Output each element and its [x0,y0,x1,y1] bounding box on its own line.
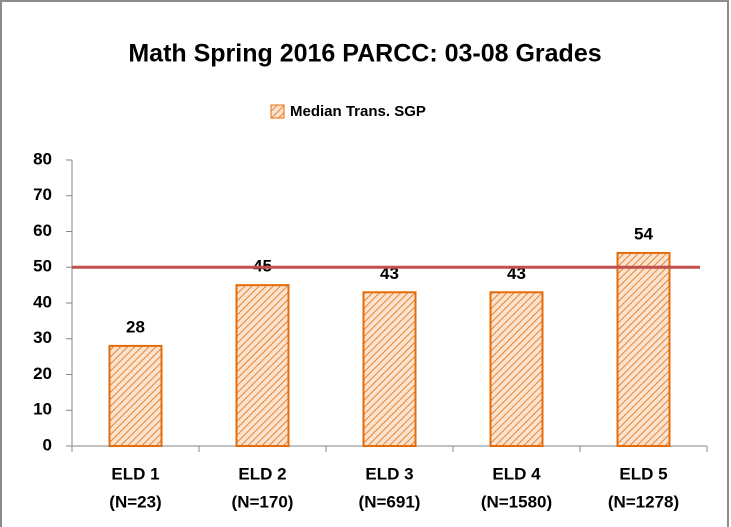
legend-swatch [270,104,285,119]
x-tick-label: (N=170) [232,492,294,511]
x-tick-label: (N=1580) [481,492,552,511]
x-tick-label: ELD 2 [238,464,286,483]
x-tick-label: (N=1278) [608,492,679,511]
bar [362,291,417,447]
x-tick-label: (N=691) [359,492,421,511]
x-tick-label: ELD 5 [619,464,667,483]
y-tick-label: 50 [33,257,52,276]
value-label: 54 [634,224,653,243]
bar [235,284,290,447]
y-tick-label: 20 [33,364,52,383]
y-tick-label: 30 [33,328,52,347]
chart-title: Math Spring 2016 PARCC: 03-08 Grades [128,40,601,68]
y-tick-label: 10 [33,400,52,419]
y-tick-label: 40 [33,292,52,311]
value-label: 28 [126,317,145,336]
x-tick-label: ELD 3 [365,464,413,483]
y-tick-label: 70 [33,185,52,204]
x-tick-label: (N=23) [109,492,161,511]
y-tick-label: 0 [43,435,52,454]
bar [108,344,163,447]
bar [489,291,544,447]
x-tick-label: ELD 4 [492,464,541,483]
y-tick-label: 80 [33,149,52,168]
legend-label: Median Trans. SGP [290,103,426,120]
bar [616,251,671,447]
y-tick-label: 60 [33,221,52,240]
x-tick-label: ELD 1 [111,464,159,483]
